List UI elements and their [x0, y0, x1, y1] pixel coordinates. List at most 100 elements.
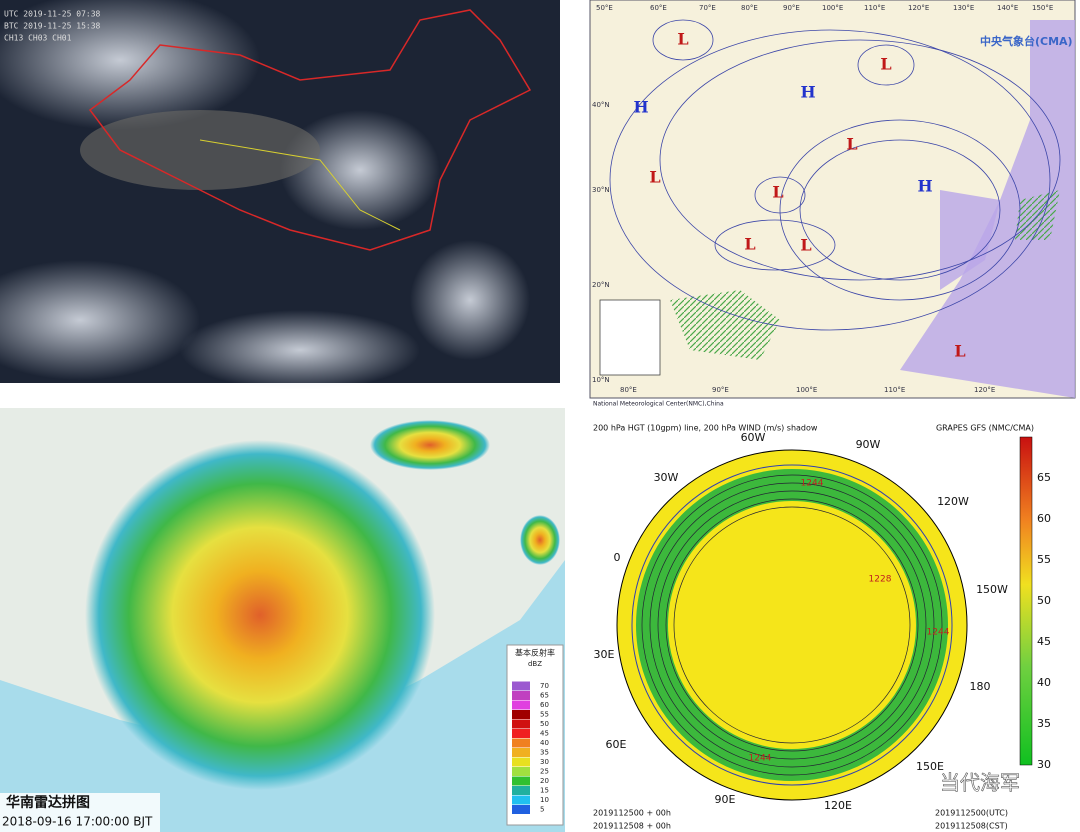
colorbar-label: 40 [1037, 676, 1051, 689]
lon-label: 180 [970, 680, 991, 693]
panel-model: GRAPES GFS (NMC/CMA) [936, 424, 1034, 433]
lon-label: 120E [824, 799, 852, 812]
contour-label: 1244 [801, 479, 824, 489]
legend-value: 25 [540, 768, 549, 776]
colorbar-label: 55 [1037, 553, 1051, 566]
lon-label: 90E [715, 793, 736, 806]
colorbar-label: 30 [1037, 758, 1051, 771]
pressure-center: L [744, 235, 755, 254]
legend-title: 基本反射率 [515, 648, 555, 658]
run-time: 2019112500 + 00h [593, 809, 671, 818]
pressure-center: L [880, 55, 891, 74]
colorbar-label: 45 [1037, 635, 1051, 648]
legend-value: 35 [540, 749, 549, 757]
colorbar-label: 35 [1037, 717, 1051, 730]
pressure-center: L [649, 168, 660, 187]
logo: 中央气象台(CMA) [980, 34, 1073, 48]
pressure-center: L [954, 342, 965, 361]
panel-title: 200 hPa HGT (10gpm) line, 200 hPa WIND (… [593, 424, 818, 433]
lon-label: 50°E [596, 4, 613, 12]
lon-label: 140°E [997, 4, 1018, 12]
lon-label: 150W [976, 583, 1008, 596]
satellite-caption: CH13 CH03 CH01 [4, 34, 72, 43]
radar-time: 2018-09-16 17:00:00 BJT [2, 815, 153, 829]
pressure-center: L [800, 236, 811, 255]
lat-label: 10°N [592, 376, 610, 384]
legend-value: 55 [540, 711, 549, 719]
satellite-caption: UTC 2019-11-25 07:38 [4, 10, 101, 19]
satellite-caption: BTC 2019-11-25 15:38 [4, 22, 101, 31]
legend-value: 15 [540, 787, 549, 795]
lon-label: 80°E [620, 386, 637, 394]
lat-label: 40°N [592, 101, 610, 109]
pressure-center: H [917, 177, 932, 196]
stamp: 2019112500(UTC) [935, 809, 1008, 818]
lon-label: 0 [614, 551, 621, 564]
lon-label: 120°E [974, 386, 995, 394]
run-time: 2019112508 + 00h [593, 822, 671, 831]
legend-swatch [512, 729, 530, 738]
contour-label: 1244 [749, 754, 772, 764]
lon-label: 30W [654, 471, 679, 484]
polar-panel [588, 420, 1075, 832]
watermark: 当代海军 [940, 771, 1020, 795]
pressure-center: L [772, 183, 783, 202]
legend-value: 60 [540, 701, 549, 709]
lat-label: 20°N [592, 281, 610, 289]
legend-value: 30 [540, 758, 549, 766]
lon-label: 130°E [953, 4, 974, 12]
lon-label: 110°E [884, 386, 905, 394]
lon-label: 100°E [822, 4, 843, 12]
legend-value: 45 [540, 730, 549, 738]
legend-swatch [512, 767, 530, 776]
contour-label: 1228 [869, 575, 892, 585]
legend-value: 65 [540, 692, 549, 700]
radar-panel [0, 408, 565, 832]
lon-label: 60W [741, 431, 766, 444]
legend-swatch [512, 719, 530, 729]
legend-value: 5 [540, 806, 544, 814]
colorbar-label: 60 [1037, 512, 1051, 525]
lon-label: 60E [606, 738, 627, 751]
legend-swatch [512, 748, 530, 757]
legend-swatch [512, 691, 530, 700]
lon-label: 110°E [864, 4, 885, 12]
lon-label: 80°E [741, 4, 758, 12]
legend-swatch [512, 805, 530, 814]
lon-label: 30E [594, 648, 615, 661]
legend-swatch [512, 786, 530, 795]
legend-swatch [512, 681, 530, 691]
legend-swatch [512, 700, 530, 710]
legend-swatch [512, 738, 530, 748]
legend-swatch [512, 710, 530, 719]
colorbar-label: 50 [1037, 594, 1051, 607]
lon-label: 120W [937, 495, 969, 508]
stamp: 2019112508(CST) [935, 822, 1008, 831]
lat-label: 30°N [592, 186, 610, 194]
pressure-center: L [846, 135, 857, 154]
contour-label: 1244 [927, 628, 950, 638]
colorbar-label: 65 [1037, 471, 1051, 484]
radar-title: 华南雷达拼图 [6, 794, 90, 811]
lon-label: 90W [856, 438, 881, 451]
lon-label: 60°E [650, 4, 667, 12]
lon-label: 150°E [1032, 4, 1053, 12]
lon-label: 70°E [699, 4, 716, 12]
legend-value: 50 [540, 720, 549, 728]
lon-label: 100°E [796, 386, 817, 394]
footer: National Meteorological Center(NMC),Chin… [593, 401, 724, 408]
satellite-panel [0, 0, 560, 390]
legend-swatch [512, 757, 530, 767]
legend-swatch [512, 776, 530, 786]
lon-label: 150E [916, 760, 944, 773]
pressure-center: H [800, 83, 815, 102]
lon-label: 90°E [783, 4, 800, 12]
surface-panel [589, 0, 1076, 399]
legend-value: 20 [540, 777, 549, 785]
pressure-center: L [677, 30, 688, 49]
lon-label: 120°E [908, 4, 929, 12]
pressure-center: H [633, 98, 648, 117]
legend-value: 40 [540, 739, 549, 747]
legend-value: 70 [540, 682, 549, 690]
